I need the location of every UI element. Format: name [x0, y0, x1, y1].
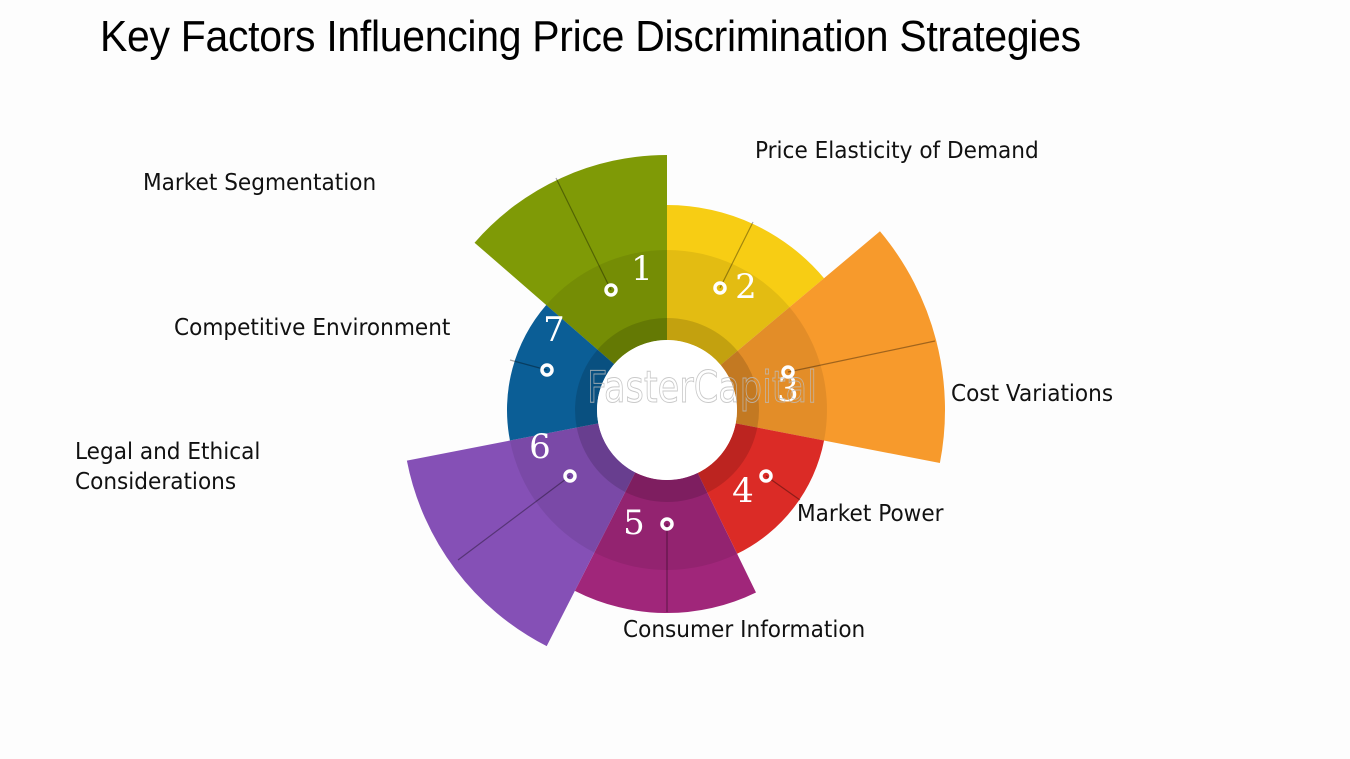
segment-number-5: 5 [623, 503, 645, 543]
marker-dot-icon [540, 363, 554, 377]
segment-1 [474, 155, 667, 365]
label-market-power: Market Power [797, 501, 944, 527]
segment-7 [506, 305, 615, 441]
segment-number-6: 6 [529, 427, 551, 467]
marker-dot-icon [713, 281, 727, 295]
label-consumer-information: Consumer Information [623, 617, 866, 643]
label-market-segmentation: Market Segmentation [143, 170, 377, 196]
segment-number-3: 3 [777, 370, 799, 410]
center-hole [597, 340, 737, 480]
marker-dot-icon [759, 469, 773, 483]
leader-line-4 [765, 475, 801, 501]
leader-line-1 [555, 177, 612, 291]
segment-2 [667, 205, 825, 366]
segment-3 [720, 231, 945, 464]
segment-5 [574, 472, 756, 613]
segment-number-4: 4 [732, 471, 754, 511]
label-price-elasticity: Price Elasticity of Demand [755, 138, 1039, 164]
watermark: FasterCapital [587, 362, 817, 413]
label-legal-ethical-line2: Considerations [75, 469, 237, 495]
leader-line-3 [787, 340, 936, 373]
segment-number-2: 2 [735, 267, 757, 307]
label-competitive-environment: Competitive Environment [174, 315, 451, 341]
segment-6 [406, 423, 636, 647]
marker-dot-icon [660, 517, 674, 531]
marker-dot-icon [604, 283, 618, 297]
label-cost-variations: Cost Variations [951, 381, 1114, 407]
label-legal-ethical: Legal and Ethical [75, 439, 261, 465]
marker-dot-icon [563, 469, 577, 483]
marker-dot-icon [781, 365, 795, 379]
page-title: Key Factors Influencing Price Discrimina… [100, 12, 1081, 61]
segment-number-1: 1 [631, 249, 653, 289]
segment-number-7: 7 [543, 310, 565, 350]
leader-line-6 [457, 475, 571, 561]
segment-4 [697, 423, 825, 554]
leader-line-2 [719, 221, 754, 289]
